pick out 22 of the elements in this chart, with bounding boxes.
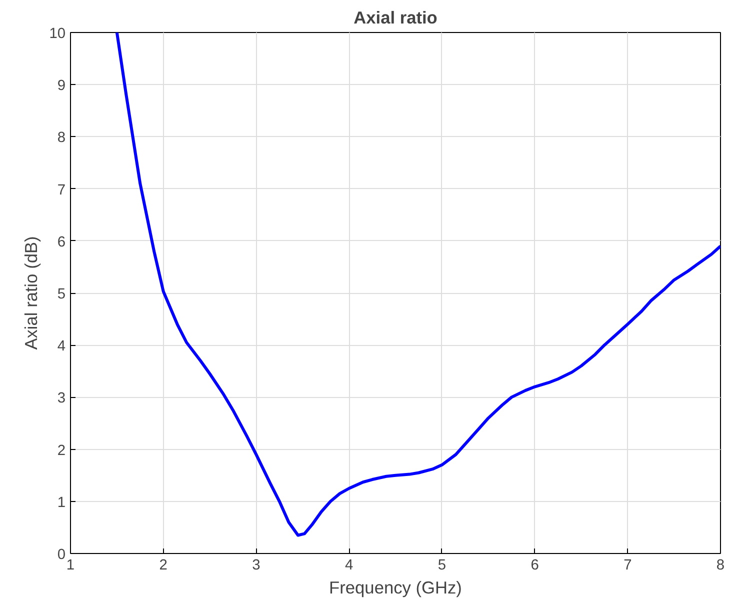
y-tick-label: 9 bbox=[57, 78, 66, 94]
x-tick-label: 6 bbox=[530, 558, 539, 574]
y-tick-label: 1 bbox=[57, 494, 66, 511]
y-axis-title: Axial ratio (dB) bbox=[21, 236, 42, 350]
y-tick-label: 7 bbox=[57, 182, 66, 198]
y-tick-label: 6 bbox=[57, 234, 66, 250]
y-tick-label: 10 bbox=[49, 26, 66, 42]
x-axis-title: Frequency (GHz) bbox=[329, 578, 462, 598]
x-tick-label: 4 bbox=[344, 558, 354, 574]
y-tick-label: 0 bbox=[57, 547, 66, 563]
x-tick-label: 3 bbox=[252, 558, 260, 574]
chart-title: Axial ratio bbox=[354, 8, 438, 28]
y-tick-label: 4 bbox=[57, 338, 66, 355]
y-tick-label: 8 bbox=[57, 130, 66, 146]
x-tick-label: 2 bbox=[159, 558, 168, 574]
x-tick-label: 8 bbox=[716, 558, 725, 574]
x-tick-label: 7 bbox=[624, 558, 632, 574]
line-series bbox=[115, 32, 720, 537]
y-tick-label: 3 bbox=[57, 390, 66, 407]
x-tick-label: 5 bbox=[438, 558, 446, 574]
y-tick-label: 2 bbox=[57, 442, 66, 459]
y-tick-label: 5 bbox=[57, 286, 66, 302]
